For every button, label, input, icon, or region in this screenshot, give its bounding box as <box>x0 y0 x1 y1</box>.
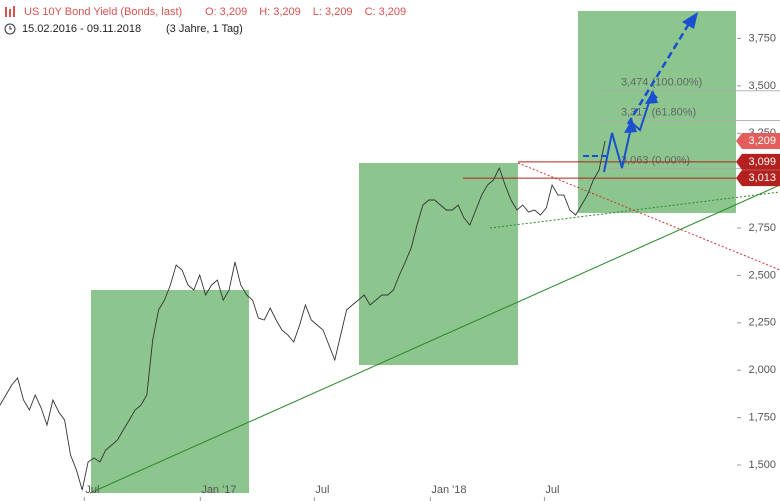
y-tick-label: 2,250 <box>748 317 776 329</box>
ohlc-value: H: 3,209 <box>259 6 301 18</box>
x-tick-label: Jul <box>315 484 329 496</box>
trend-line <box>517 162 780 271</box>
ohlc-value: O: 3,209 <box>205 6 247 18</box>
range-box <box>359 163 518 365</box>
clock-icon <box>9 26 12 30</box>
price-tag <box>736 170 780 187</box>
y-tick-label: 3,500 <box>748 80 776 92</box>
price-tag-label: 3,099 <box>748 156 776 168</box>
price-tag-label: 3,209 <box>748 135 776 147</box>
y-tick-label: 2,750 <box>748 222 776 234</box>
period: (3 Jahre, 1 Tag) <box>166 23 243 35</box>
trend-line <box>489 191 780 229</box>
date-range: 15.02.2016 - 09.11.2018 <box>22 23 141 35</box>
ohlc-value: C: 3,209 <box>365 6 407 18</box>
y-tick-label: 1,750 <box>748 412 776 424</box>
fib-label: 3,317 (61.80%) <box>621 106 696 118</box>
range-box <box>578 11 736 213</box>
y-tick-label: 1,500 <box>748 459 776 471</box>
projection <box>583 12 698 173</box>
price-tag <box>736 153 780 170</box>
y-tick-label: 3,750 <box>748 32 776 44</box>
price-tag-label: 3,013 <box>748 172 776 184</box>
symbol-icon <box>5 6 15 17</box>
fib-label: 3,474 (100.00%) <box>621 77 702 89</box>
price-line <box>0 140 606 491</box>
trend-line <box>89 184 780 494</box>
clock-icon <box>4 23 16 35</box>
y-tick-label: 2,000 <box>748 364 776 376</box>
x-tick-label: Jan '18 <box>431 484 466 496</box>
fib-label: 3,063 (0.00%) <box>621 155 690 167</box>
price-tag <box>736 133 780 150</box>
x-tick-label: Jul <box>545 484 559 496</box>
x-tick-label: Jul <box>85 484 99 496</box>
ohlc-value: L: 3,209 <box>313 6 353 18</box>
chart-title: US 10Y Bond Yield (Bonds, last) <box>24 6 182 18</box>
range-box <box>91 290 249 493</box>
x-tick-label: Jan '17 <box>201 484 236 496</box>
y-tick-label: 2,500 <box>748 269 776 281</box>
